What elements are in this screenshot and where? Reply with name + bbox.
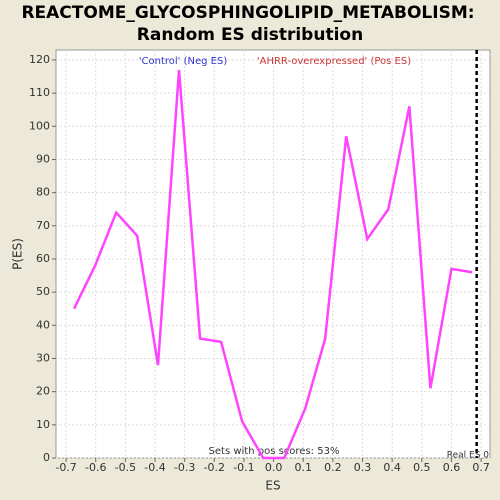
y-tick-label: 50 xyxy=(36,285,50,298)
x-tick-label: -0.4 xyxy=(144,461,165,474)
y-axis-label: P(ES) xyxy=(11,238,25,270)
x-tick-label: -0.6 xyxy=(85,461,106,474)
y-tick-label: 10 xyxy=(36,418,50,431)
x-tick-label: -0.5 xyxy=(115,461,136,474)
y-tick-label: 40 xyxy=(36,318,50,331)
plot-area xyxy=(55,49,491,459)
y-tick-label: 120 xyxy=(29,53,50,66)
real-es-label: Real ES 0 xyxy=(447,451,490,461)
y-tick-label: 80 xyxy=(36,186,50,199)
x-tick-label: 0.4 xyxy=(383,461,401,474)
x-tick-label: -0.2 xyxy=(204,461,225,474)
y-tick-label: 110 xyxy=(29,86,50,99)
x-axis-label: ES xyxy=(265,479,280,493)
x-tick-label: 0.3 xyxy=(354,461,372,474)
y-tick-label: 20 xyxy=(36,385,50,398)
legend-neg: 'Control' (Neg ES) xyxy=(139,56,228,67)
x-tick-label: 0.2 xyxy=(324,461,342,474)
x-tick-label: 0.1 xyxy=(294,461,312,474)
x-tick-label: -0.1 xyxy=(233,461,254,474)
y-tick-label: 70 xyxy=(36,219,50,232)
legend-pos: 'AHRR-overexpressed' (Pos ES) xyxy=(257,56,411,67)
x-tick-label: 0.7 xyxy=(472,461,490,474)
line xyxy=(72,69,473,460)
x-tick-label: 0.6 xyxy=(443,461,461,474)
y-tick-label: 30 xyxy=(36,351,50,364)
y-tick-label: 90 xyxy=(36,152,50,165)
chart-subtitle: Random ES distribution xyxy=(137,25,363,45)
x-tick-label: 0.5 xyxy=(413,461,431,474)
x-tick-label: -0.3 xyxy=(174,461,195,474)
y-tick-label: 60 xyxy=(36,252,50,265)
y-tick-label: 100 xyxy=(29,119,50,132)
x-tick-label: -0.7 xyxy=(55,461,76,474)
chart-title: REACTOME_GLYCOSPHINGOLIPID_METABOLISM: xyxy=(21,3,474,23)
y-tick-label: 0 xyxy=(43,451,50,464)
annotation: Sets with pos scores: 53% xyxy=(209,446,340,457)
x-tick-label: 0.0 xyxy=(265,461,283,474)
